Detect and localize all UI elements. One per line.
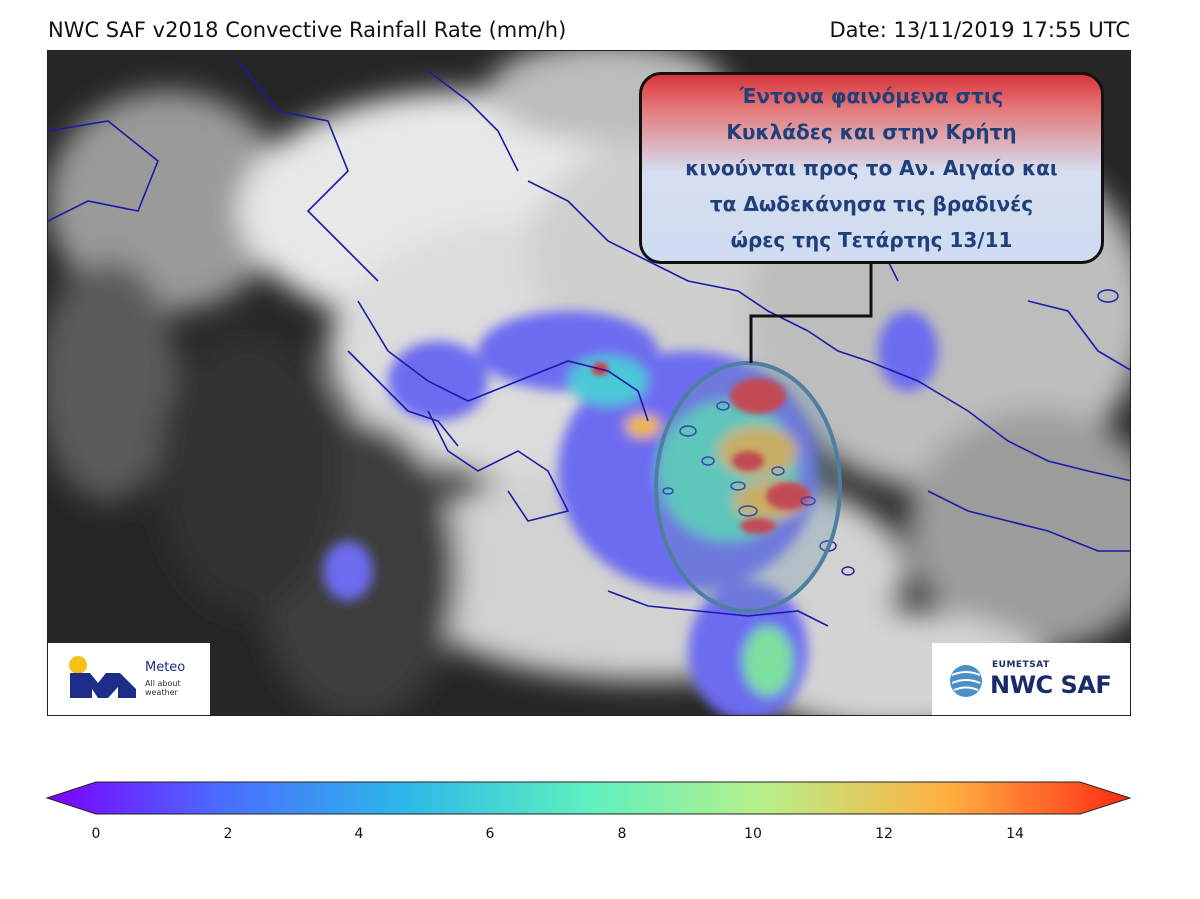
map-title: NWC SAF v2018 Convective Rainfall Rate (… [48, 18, 567, 42]
rainfall-map: Έντονα φαινόμενα στις Κυκλάδες και στην … [47, 50, 1131, 716]
highlight-ellipse [654, 361, 842, 613]
forecast-callout: Έντονα φαινόμενα στις Κυκλάδες και στην … [639, 72, 1104, 264]
colorbar-tick: 10 [744, 826, 762, 842]
colorbar-tick: 2 [223, 826, 233, 842]
colorbar-tick: 8 [617, 826, 627, 842]
meteo-name: Meteo [145, 660, 186, 675]
colorbar-gradient [45, 781, 1132, 815]
colorbar-tick: 0 [91, 826, 101, 842]
callout-text: Έντονα φαινόμενα στις Κυκλάδες και στην … [685, 84, 1058, 252]
meteo-m-icon [69, 656, 136, 698]
map-date: Date: 13/11/2019 17:55 UTC [829, 18, 1130, 42]
heavy-rain-cores [592, 363, 810, 534]
colorbar-tick: 14 [1006, 826, 1024, 842]
colorbar-tick: 12 [875, 826, 893, 842]
nwcsaf-label: NWC SAF [990, 671, 1112, 699]
meteo-logo: Meteo All about weather [48, 643, 210, 715]
eumetsat-label: EUMETSAT [992, 660, 1050, 670]
callout-connector [749, 262, 873, 363]
colorbar [45, 781, 1132, 815]
nwcsaf-logo: EUMETSAT NWC SAF [932, 643, 1130, 715]
colorbar-tick: 4 [354, 826, 364, 842]
eumetsat-globe-icon [950, 665, 982, 697]
colorbar-tick: 6 [485, 826, 495, 842]
meteo-tagline: All about weather [145, 679, 181, 697]
